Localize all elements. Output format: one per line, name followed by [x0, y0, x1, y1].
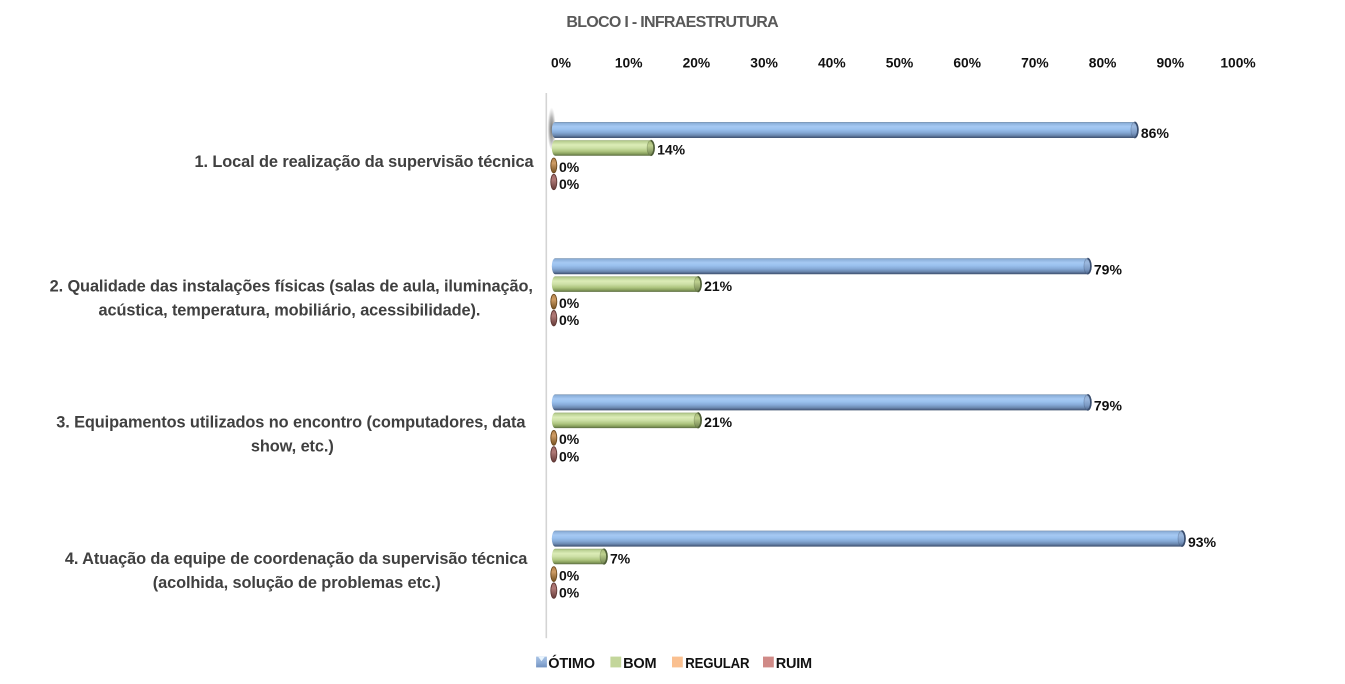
svg-text:70%: 70% — [1021, 55, 1049, 70]
svg-text:80%: 80% — [1089, 55, 1117, 70]
svg-text:2. Qualidade das instalações f: 2. Qualidade das instalações físicas (sa… — [50, 277, 533, 295]
svg-text:show, etc.): show, etc.) — [251, 438, 334, 456]
svg-text:4. Atuação da equipe de coorde: 4. Atuação da equipe de coordenação da s… — [65, 550, 528, 568]
svg-text:3. Equipamentos utilizados no: 3. Equipamentos utilizados no encontro (… — [56, 414, 526, 432]
svg-text:93%: 93% — [1188, 534, 1217, 550]
svg-text:BLOCO I - INFRAESTRUTURA: BLOCO I - INFRAESTRUTURA — [566, 14, 779, 31]
svg-text:0%: 0% — [559, 176, 580, 192]
svg-text:RUIM: RUIM — [776, 656, 812, 672]
svg-text:90%: 90% — [1156, 55, 1184, 70]
svg-text:10%: 10% — [615, 55, 643, 70]
svg-text:50%: 50% — [886, 55, 914, 70]
svg-text:40%: 40% — [818, 55, 846, 70]
svg-text:0%: 0% — [559, 585, 580, 601]
svg-text:20%: 20% — [683, 55, 711, 70]
svg-text:79%: 79% — [1094, 398, 1123, 414]
svg-text:0%: 0% — [551, 55, 571, 70]
svg-text:14%: 14% — [657, 142, 686, 158]
svg-text:0%: 0% — [559, 448, 580, 464]
svg-text:0%: 0% — [559, 159, 580, 175]
svg-text:0%: 0% — [559, 567, 580, 583]
svg-text:79%: 79% — [1094, 261, 1123, 277]
svg-text:0%: 0% — [559, 431, 580, 447]
svg-text:21%: 21% — [704, 414, 733, 430]
svg-text:100%: 100% — [1220, 55, 1255, 70]
svg-text:(acolhida, solução de problema: (acolhida, solução de problemas etc.) — [153, 574, 441, 592]
svg-text:acústica, temperatura, mobiliá: acústica, temperatura, mobiliário, acess… — [98, 301, 480, 319]
svg-text:60%: 60% — [953, 55, 981, 70]
svg-text:0%: 0% — [559, 312, 580, 328]
svg-text:ÓTIMO: ÓTIMO — [548, 654, 595, 672]
svg-text:REGULAR: REGULAR — [685, 656, 750, 672]
svg-text:86%: 86% — [1141, 125, 1170, 141]
svg-text:7%: 7% — [610, 550, 631, 566]
svg-text:0%: 0% — [559, 295, 580, 311]
svg-text:BOM: BOM — [623, 656, 656, 672]
svg-text:21%: 21% — [704, 278, 733, 294]
svg-text:1. Local de realização da supe: 1. Local de realização da supervisão téc… — [195, 153, 535, 171]
svg-text:30%: 30% — [750, 55, 778, 70]
